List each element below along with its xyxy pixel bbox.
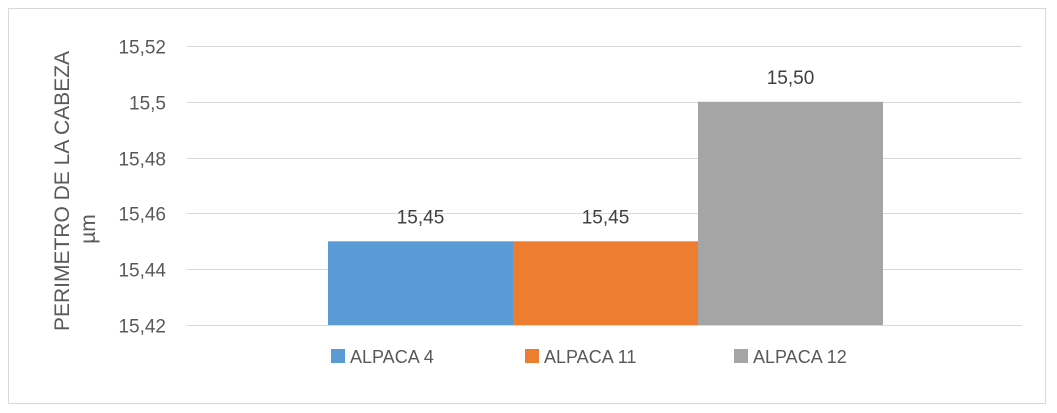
y-tick-label: 15,44 [118,261,166,282]
legend-swatch [734,349,748,363]
legend: ALPACA 4 ALPACA 11 ALPACA 12 [331,347,847,367]
data-label: 15,50 [767,68,815,89]
y-tick-label: 15,48 [118,150,166,171]
bar [328,241,513,325]
y-tick-label: 15,5 [129,94,166,115]
legend-swatch [525,349,539,363]
legend-label: ALPACA 11 [544,347,636,367]
y-tick-label: 15,52 [118,38,166,59]
legend-label: ALPACA 12 [753,347,847,367]
legend-label: ALPACA 4 [350,347,434,367]
bars [328,101,883,325]
bar [698,101,883,325]
bar [513,241,698,325]
y-tick-label: 15,42 [118,317,166,338]
y-axis-title-line1: PERIMETRO DE LA CABEZA [51,51,74,331]
y-axis-title: PERIMETRO DE LA CABEZA µm [51,51,100,331]
data-label: 15,45 [397,207,445,228]
data-labels: 15,45 15,45 15,50 [397,68,815,229]
data-label: 15,45 [582,207,630,228]
y-tick-label: 15,46 [118,205,166,226]
y-axis-title-line2: µm [77,214,100,244]
legend-swatch [331,349,345,363]
y-axis-ticks: 15,42 15,44 15,46 15,48 15,5 15,52 [118,38,166,338]
